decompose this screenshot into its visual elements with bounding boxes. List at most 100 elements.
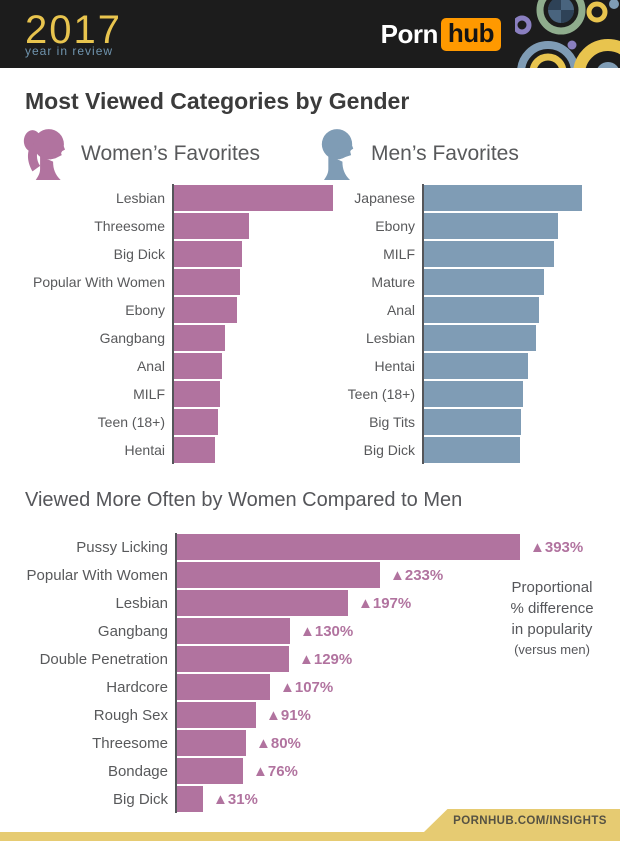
chart-row: Rough Sex ▲91% (0, 701, 620, 729)
chart-row: Hentai (312, 352, 620, 380)
bar (423, 297, 539, 323)
bar (176, 730, 246, 756)
category-label: Teen (18+) (347, 386, 415, 402)
category-label: Japanese (354, 190, 415, 206)
proportional-note: Proportional % difference in popularity … (486, 577, 618, 659)
chart-row: Anal (312, 296, 620, 324)
category-label: Teen (18+) (97, 414, 165, 430)
chart-row: Ebony (0, 296, 312, 324)
section2-title: Viewed More Often by Women Compared to M… (25, 489, 463, 511)
bar (176, 702, 256, 728)
value-label: ▲233% (390, 566, 444, 584)
bar (173, 185, 333, 211)
chart-row: Ebony (312, 212, 620, 240)
value-label: ▲76% (253, 762, 298, 780)
chart-row: Popular With Women (0, 268, 312, 296)
category-label: Pussy Licking (76, 538, 168, 556)
category-label: Big Dick (112, 790, 168, 808)
bar (423, 185, 582, 211)
axis-line (175, 533, 177, 813)
value-label: ▲31% (213, 790, 258, 808)
bar (423, 241, 554, 267)
category-label: Bondage (107, 762, 168, 780)
women-vs-men-chart: Pussy Licking ▲393% Popular With Women ▲233… (0, 533, 620, 813)
header-bar: 2017 year in review Porn hub (0, 0, 620, 68)
category-label: Lesbian (115, 594, 168, 612)
category-label: Big Tits (369, 414, 415, 430)
bar (176, 590, 348, 616)
year-in-review-block: 2017 year in review (25, 10, 145, 58)
bar (423, 269, 544, 295)
bar (423, 409, 521, 435)
chart-row: Double Penetration ▲129% (0, 645, 620, 673)
note-line: % difference (510, 600, 594, 617)
women-legend: Women’s Favorites (22, 128, 315, 180)
category-label: MILF (383, 246, 415, 262)
chart-row: Bondage ▲76% (0, 757, 620, 785)
bar (176, 758, 243, 784)
chart-row: Teen (18+) (0, 408, 312, 436)
men-legend: Men’s Favorites (315, 128, 519, 180)
value-label: ▲130% (300, 622, 354, 640)
chart-row: Hentai (0, 436, 312, 464)
men-legend-label: Men’s Favorites (371, 142, 519, 165)
chart-row: Big Dick (312, 436, 620, 464)
category-label: Ebony (375, 218, 415, 234)
bar (173, 437, 215, 463)
category-label: Hentai (124, 442, 165, 458)
note-line: in popularity (511, 621, 593, 638)
chart-row: Popular With Women ▲233% (0, 561, 620, 589)
axis-line (422, 184, 424, 464)
year-2017-text: 2017 (25, 8, 122, 52)
chart-row: Mature (312, 268, 620, 296)
footer-insights-link[interactable]: PORNHUB.COM/INSIGHTS (424, 809, 620, 832)
favorites-charts: Lesbian Threesome Big Dick Popular With Wom… (0, 184, 620, 464)
bar (173, 353, 222, 379)
category-label: Popular With Women (32, 274, 165, 290)
value-label: ▲107% (280, 678, 334, 696)
category-label: Big Dick (363, 442, 415, 458)
bar (173, 213, 249, 239)
category-label: Lesbian (365, 330, 415, 346)
category-label: Hardcore (106, 678, 168, 696)
category-label: Rough Sex (93, 706, 168, 724)
footer-gold-strip (0, 832, 620, 841)
women-favorites-chart: Lesbian Threesome Big Dick Popular With Wom… (0, 184, 333, 464)
category-label: Lesbian (115, 190, 165, 206)
logo-porn-text: Porn (380, 18, 439, 49)
bar (423, 437, 520, 463)
men-favorites-chart: Japanese Ebony MILF Mature Anal Lesbian Hentai… (312, 184, 620, 464)
value-label: ▲80% (256, 734, 301, 752)
category-label: Threesome (94, 218, 165, 234)
chart-row: Lesbian (312, 324, 620, 352)
category-label: Double Penetration (39, 650, 168, 668)
bar (176, 562, 380, 588)
chart-row: Threesome (0, 212, 312, 240)
value-label: ▲129% (299, 650, 353, 668)
bar (423, 381, 523, 407)
category-label: Anal (386, 302, 415, 318)
women-legend-label: Women’s Favorites (81, 142, 260, 165)
bar (423, 213, 558, 239)
decorative-circles (515, 0, 620, 68)
note-line: (versus men) (514, 642, 590, 657)
logo-hub-text: hub (440, 17, 501, 51)
value-label: ▲91% (266, 706, 311, 724)
chart-row: Gangbang (0, 324, 312, 352)
bar (173, 325, 225, 351)
chart-row: Hardcore ▲107% (0, 673, 620, 701)
category-label: Gangbang (97, 622, 168, 640)
bar (173, 297, 237, 323)
category-label: Gangbang (99, 330, 165, 346)
chart-row: Japanese (312, 184, 620, 212)
man-icon (321, 129, 354, 180)
chart-row: MILF (312, 240, 620, 268)
bar (176, 786, 203, 812)
category-label: MILF (133, 386, 165, 402)
chart-row: Big Dick (0, 240, 312, 268)
pornhub-logo: Porn hub (380, 17, 501, 51)
chart-row: Pussy Licking ▲393% (0, 533, 620, 561)
category-label: Ebony (125, 302, 165, 318)
bar (173, 409, 218, 435)
